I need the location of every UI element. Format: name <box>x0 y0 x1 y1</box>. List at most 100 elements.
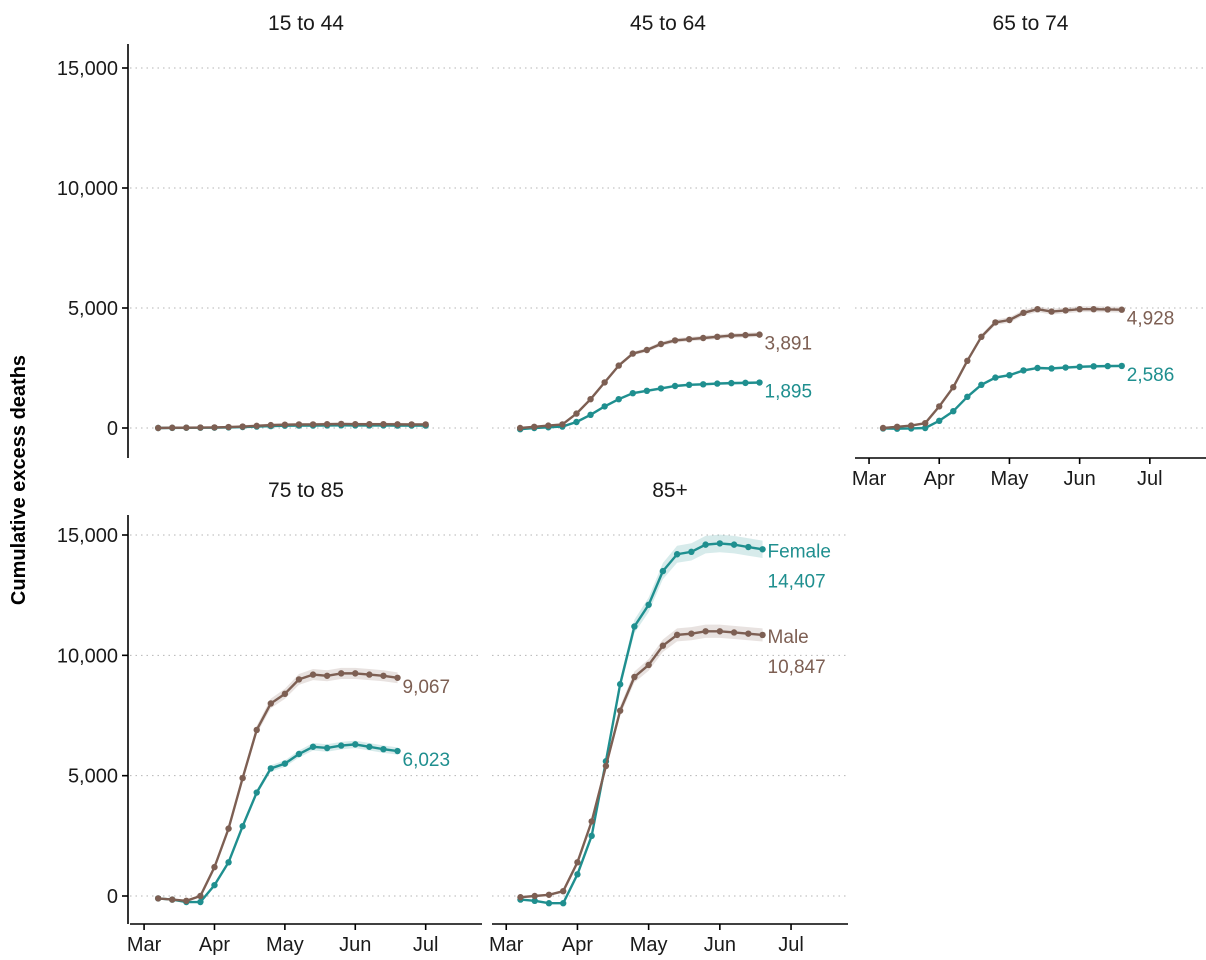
data-point-male <box>950 384 957 391</box>
panel-2: 65 to 74 Mar Apr May Jun Jul 4,928 2,586 <box>852 12 1206 490</box>
end-label-female: 2,586 <box>1127 365 1175 386</box>
x-tick-label: Jun <box>1064 468 1096 490</box>
data-point-male <box>602 762 610 770</box>
data-point-female <box>673 551 681 558</box>
data-point-male <box>745 630 752 637</box>
end-label-male: 4,928 <box>1127 309 1175 330</box>
y-tick-label: 0 <box>107 886 118 908</box>
y-tick-label: 15,000 <box>57 58 118 80</box>
data-point-female <box>1076 363 1083 370</box>
data-point-male <box>702 628 709 635</box>
x-tick-label: Jun <box>704 934 736 956</box>
data-point-male <box>211 863 218 871</box>
data-point-female <box>587 411 594 418</box>
data-point-male <box>380 672 387 679</box>
data-point-female <box>964 393 971 400</box>
x-tick-label: Jul <box>778 934 804 956</box>
data-point-female <box>295 750 303 758</box>
data-point-male <box>267 421 274 429</box>
data-point-male <box>408 421 415 428</box>
data-point-male <box>1048 308 1055 315</box>
data-point-female <box>728 379 735 387</box>
x-tick-label: Jun <box>339 934 371 956</box>
x-tick-label: Apr <box>924 468 955 490</box>
data-point-male <box>281 690 289 698</box>
data-point-male <box>309 671 317 678</box>
data-point-male <box>936 403 943 410</box>
data-point-male <box>154 424 162 432</box>
data-point-female <box>756 379 763 386</box>
panel-title: 75 to 85 <box>268 479 344 502</box>
data-point-female <box>645 601 652 608</box>
data-point-female <box>588 832 595 840</box>
data-point-female <box>742 379 749 387</box>
y-tick-label: 5,000 <box>68 766 118 788</box>
data-point-male <box>516 424 524 432</box>
panel-title: 65 to 74 <box>993 12 1069 35</box>
x-tick-label: Apr <box>562 934 593 956</box>
band-male <box>520 624 763 898</box>
end-label-male: Male 10,847 <box>768 627 826 678</box>
data-point-male <box>309 421 317 428</box>
data-point-female <box>1118 362 1125 370</box>
y-tick-label: 10,000 <box>57 178 118 200</box>
band-female <box>520 534 763 904</box>
x-tick-label: May <box>630 934 668 956</box>
data-point-female <box>631 623 638 630</box>
data-point-male <box>645 661 652 669</box>
y-tick-label: 5,000 <box>68 298 118 320</box>
data-point-male <box>671 337 679 344</box>
data-point-male <box>574 859 581 866</box>
data-point-male <box>281 421 289 428</box>
data-point-female <box>688 548 695 556</box>
x-tick-label: Mar <box>489 934 524 956</box>
data-point-male <box>183 897 190 905</box>
end-label-female: 6,023 <box>403 750 451 771</box>
data-point-female <box>730 541 738 548</box>
data-point-female <box>394 747 401 755</box>
band-female <box>520 381 760 430</box>
x-tick-label: May <box>266 934 304 956</box>
data-point-female <box>615 396 622 403</box>
data-point-male <box>169 896 176 903</box>
data-point-male <box>759 631 766 639</box>
data-point-male <box>716 628 724 635</box>
series-line-male <box>520 333 760 430</box>
data-point-female <box>1020 367 1027 374</box>
series-line-male <box>520 630 763 899</box>
data-point-female <box>573 418 580 426</box>
data-point-female <box>560 900 567 907</box>
data-point-female <box>1034 364 1041 372</box>
data-point-female <box>239 823 246 830</box>
data-point-male <box>688 630 695 637</box>
data-point-male <box>253 422 260 430</box>
data-point-female <box>366 743 373 750</box>
data-point-female <box>1090 363 1097 370</box>
data-point-male <box>559 421 566 428</box>
data-point-male <box>1062 307 1069 314</box>
data-point-male <box>1076 306 1083 313</box>
data-point-male <box>531 892 538 900</box>
x-tick-label: Jul <box>1137 468 1163 490</box>
data-point-male <box>673 631 681 639</box>
panel-3: 75 to 85 0 5,000 10,000 15,000 Mar Apr May Jun Ju… <box>57 479 482 956</box>
series-line-female <box>520 542 763 905</box>
data-point-male <box>380 420 387 428</box>
data-point-male <box>545 891 553 898</box>
data-point-female <box>759 546 766 553</box>
band-female <box>883 364 1122 429</box>
y-tick-label: 10,000 <box>57 645 118 667</box>
data-point-male <box>338 670 345 677</box>
data-point-male <box>631 673 638 681</box>
data-point-male <box>323 672 331 679</box>
x-tick-label: May <box>991 468 1029 490</box>
data-point-male <box>239 774 246 782</box>
band-male <box>158 667 398 902</box>
data-point-male <box>728 332 735 339</box>
data-point-female <box>1006 372 1013 379</box>
data-point-female <box>950 408 957 415</box>
series-line-male <box>158 672 398 903</box>
data-point-male <box>253 726 260 734</box>
data-point-male <box>352 670 359 677</box>
